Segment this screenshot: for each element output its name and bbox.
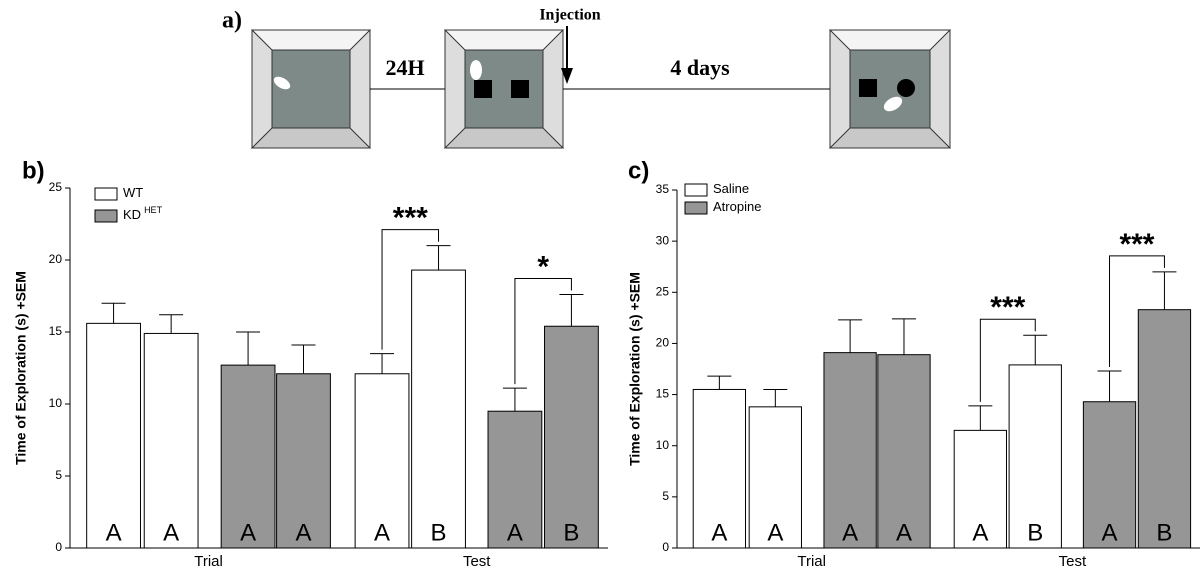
x-group-label: Trial [797,553,826,570]
y-tick-label: 5 [662,489,669,503]
significance-label: *** [1119,228,1154,261]
injection-label: Injection [539,7,600,24]
y-tick-label: 10 [49,396,63,410]
arena [445,30,563,148]
significance-label: *** [990,291,1025,324]
bar-letter: A [507,519,523,546]
legend-label: KD [123,207,141,222]
bar [1138,310,1190,548]
y-tick-label: 35 [656,182,670,196]
arena [252,30,370,148]
bar-letter: A [163,519,179,546]
legend-label: Atropine [713,199,761,214]
y-tick-label: 20 [656,336,670,350]
y-tick-label: 10 [656,438,670,452]
y-tick-label: 25 [656,284,670,298]
legend-label: WT [123,185,143,200]
legend-swatch [95,188,117,200]
legend-swatch [685,184,707,196]
significance-label: * [537,250,549,283]
bar-letter: A [374,519,390,546]
panel-label: c) [628,157,649,184]
y-tick-label: 20 [49,252,63,266]
bar-letter: B [1156,519,1172,546]
bar-letter: A [711,519,727,546]
interval-label: 24H [385,55,424,80]
panel-label: a) [222,8,242,34]
bar-letter: A [842,519,858,546]
bar-letter: B [1027,519,1043,546]
bar [144,333,198,548]
y-tick-label: 0 [55,540,62,554]
bar-letter: B [431,519,447,546]
y-axis-label: Time of Exploration (s) +SEM [627,272,643,466]
bar-letter: A [240,519,256,546]
interval-label: 4 days [670,55,730,80]
figure: a) 24H Injection 4 days [0,0,1204,574]
bar-letter: A [972,519,988,546]
legend-superscript: HET [144,205,163,215]
legend-label: Saline [713,181,749,196]
x-group-label: Trial [194,553,223,570]
arena [830,30,950,148]
x-group-label: Test [1059,553,1087,570]
bar-letter: A [896,519,912,546]
bar-letter: A [295,519,311,546]
bar [545,326,599,548]
legend-label: Atropine [713,199,761,214]
x-group-label: Test [463,553,491,570]
bar-letter: A [767,519,783,546]
y-tick-label: 15 [49,324,63,338]
y-tick-label: 15 [656,387,670,401]
bar-letter: A [106,519,122,546]
y-tick-label: 5 [55,468,62,482]
y-axis-label: Time of Exploration (s) +SEM [13,271,29,465]
y-tick-label: 30 [656,233,670,247]
panel-label: b) [22,157,45,184]
bar [412,270,466,548]
legend-label: WT [123,185,143,200]
bar-letter: B [563,519,579,546]
diagram: a) 24H Injection 4 days [222,7,950,148]
y-tick-label: 0 [662,540,669,554]
bar-letter: A [1102,519,1118,546]
y-tick-label: 25 [49,180,63,194]
significance-label: *** [393,202,428,235]
legend-label: Saline [713,181,749,196]
legend-swatch [685,202,707,214]
legend-swatch [95,210,117,222]
bar [87,323,141,548]
